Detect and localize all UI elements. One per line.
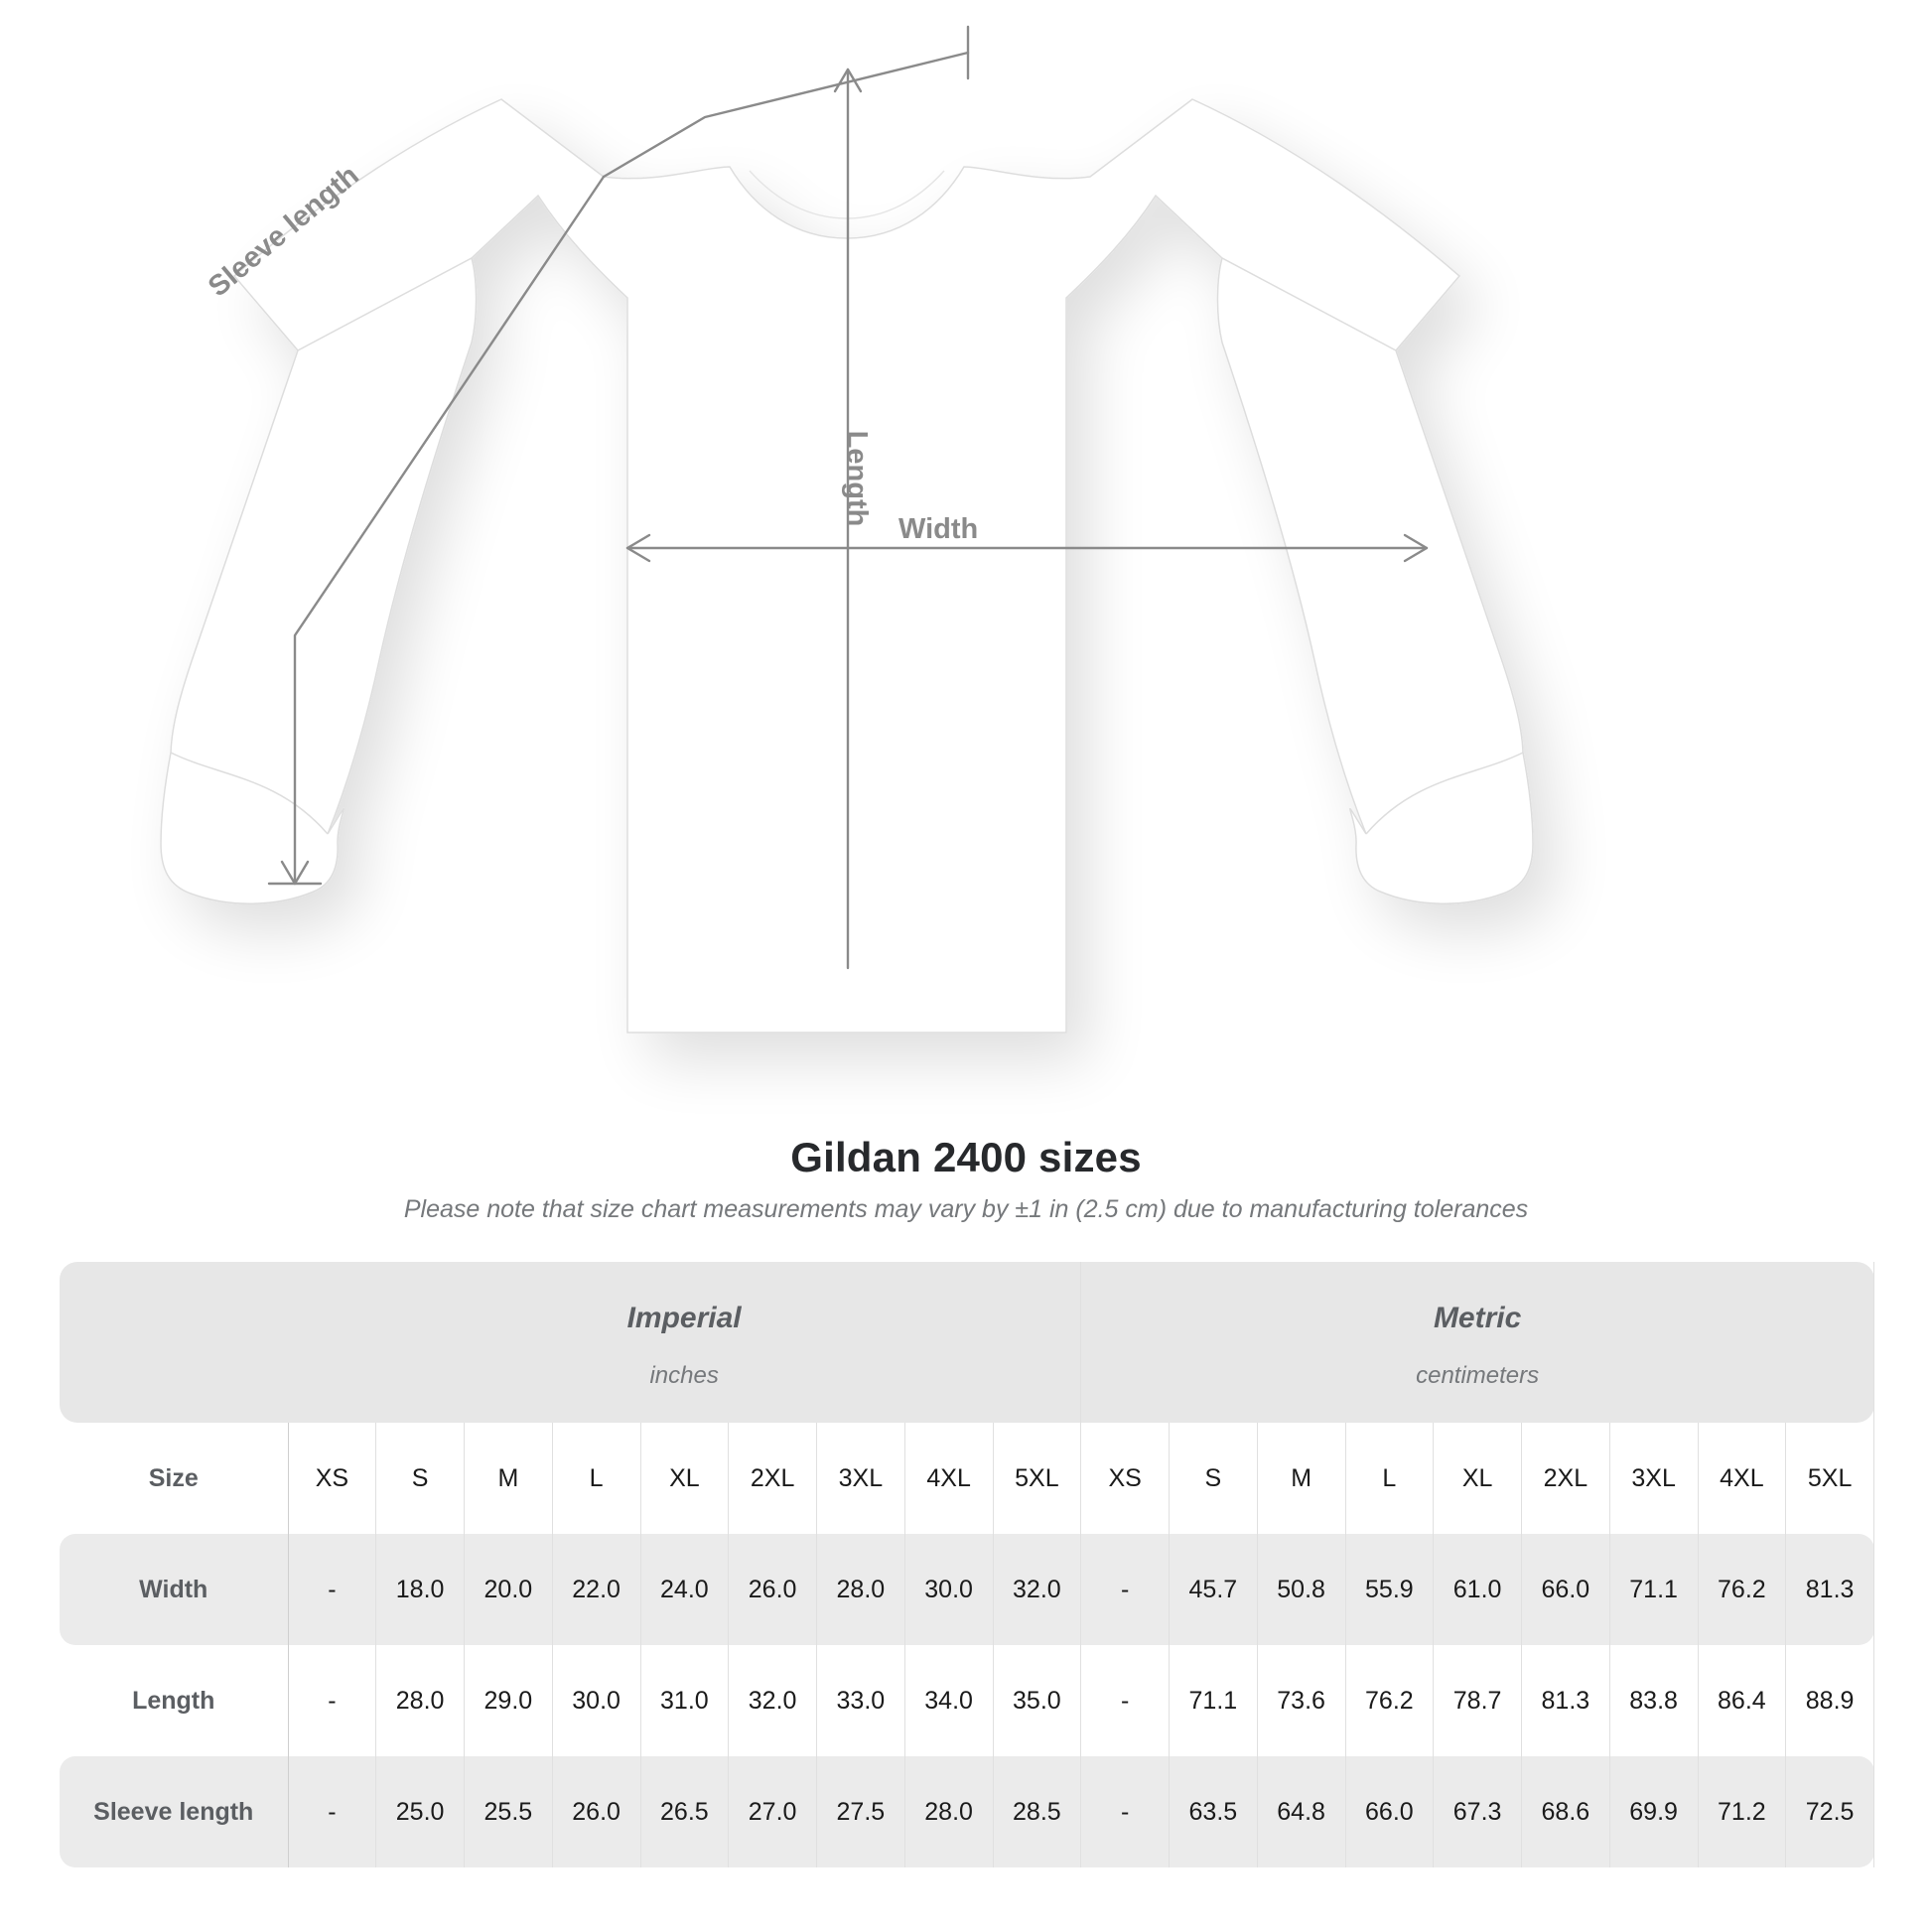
svg-text:Width: Width	[898, 513, 978, 545]
svg-text:Length: Length	[841, 431, 873, 527]
